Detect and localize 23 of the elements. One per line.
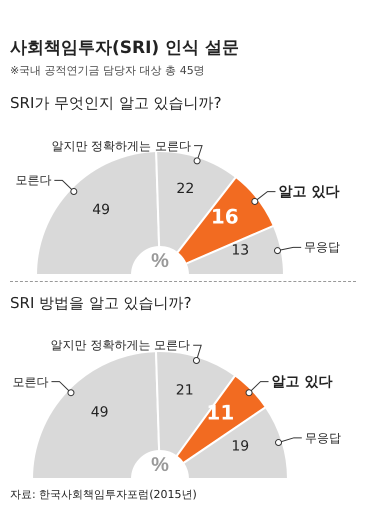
text: 자료: 한국사회책임투자포럼(2015년) — [10, 487, 198, 502]
slice-label: 무응답 — [304, 240, 340, 254]
data-label: 16 — [210, 204, 239, 229]
chart-title: SRI 방법을 알고 있습니까? — [10, 293, 193, 313]
slice-label: 알지만 정확하게는 모른다 — [51, 138, 192, 153]
slice-label: 알고 있다 — [278, 184, 340, 200]
data-label: 13 — [231, 242, 250, 258]
text: SRI가 무엇인지 알고 있습니까? — [10, 94, 223, 113]
chart-title: 사회책임투자(SRI) 인식 설문 — [10, 37, 240, 59]
data-label: 49 — [92, 202, 110, 218]
text: % — [151, 250, 170, 272]
slice-label: 알지만 정확하게는 모른다 — [50, 338, 190, 352]
data-label: 49 — [90, 404, 109, 421]
data-label: 22 — [176, 181, 194, 198]
slice-label: 모른다 — [12, 374, 48, 389]
slice-label: 무응답 — [304, 430, 341, 445]
data-label: 11 — [206, 400, 234, 425]
text: % — [151, 454, 170, 476]
chart-subtitle: ※국내 공적연기금 담당자 대상 총 45명 — [10, 63, 206, 78]
data-label: 19 — [231, 438, 250, 454]
slice-label: 알고 있다 — [272, 374, 332, 390]
data-label: 21 — [176, 382, 194, 399]
slice-label: 모른다 — [15, 173, 52, 188]
